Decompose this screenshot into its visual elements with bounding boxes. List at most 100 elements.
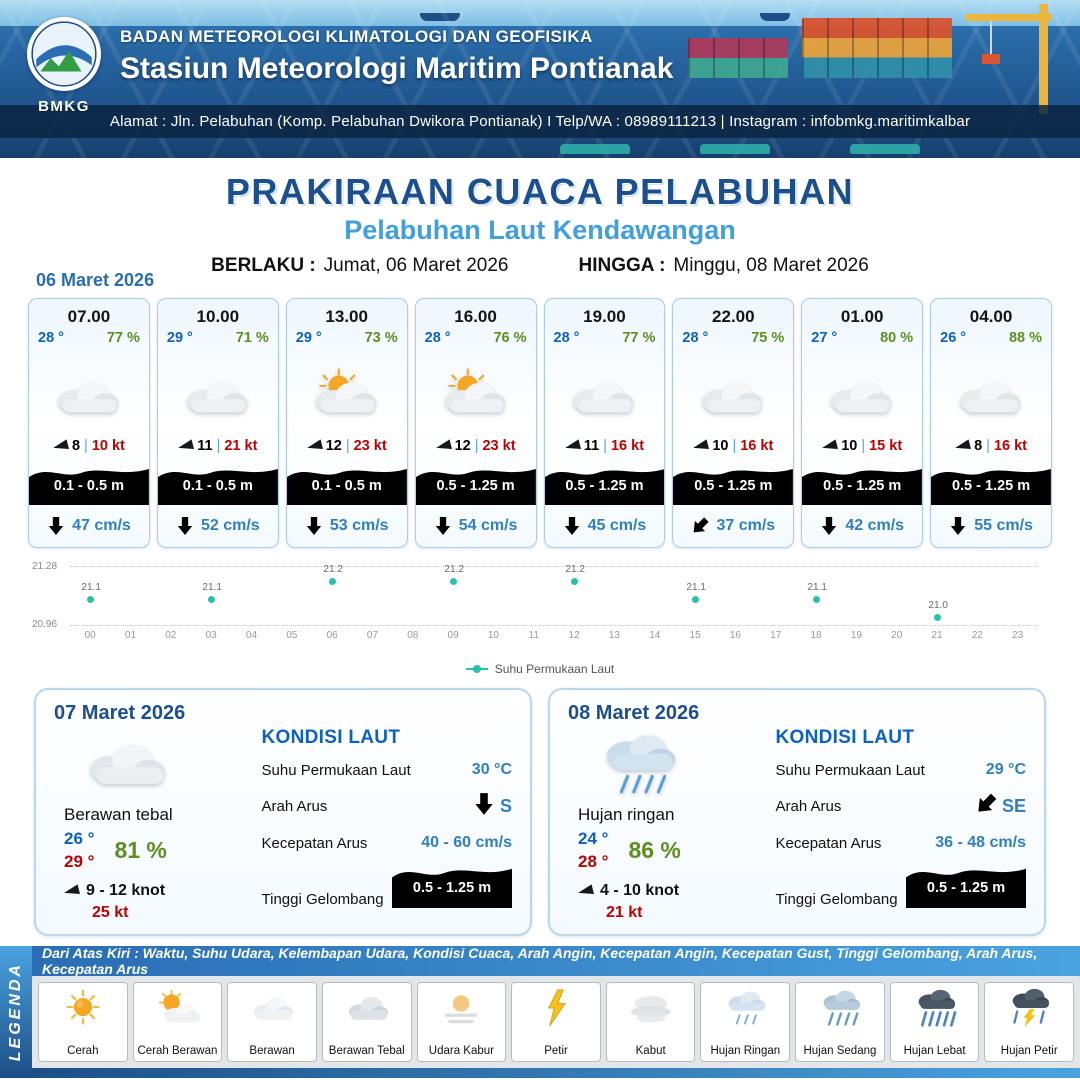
sst-dot-icon [86,596,94,604]
wind-row: 12 | 23 kt [416,438,536,461]
legend-section: LEGENDA Dari Atas Kiri : Waktu, Suhu Uda… [0,945,1080,1078]
petir-icon [548,989,566,1027]
separator: | [474,438,479,454]
legend-item: Berawan Tebal [321,982,412,1062]
sst-x-tick: 13 [608,630,620,641]
header: BMKG BADAN METEOROLOGI KLIMATOLOGI DAN G… [0,0,1080,158]
sst-x-tick: 02 [165,630,177,641]
humidity: 73 % [364,330,398,346]
cloudy-thick-icon [64,727,256,804]
sst-x-tick: 05 [286,630,298,641]
daily-gust: 25 kt [92,903,129,921]
sst-x-tick: 03 [205,630,217,641]
gust-speed: 15 kt [869,438,903,454]
sst-plot-area: 21.1 21.1 21.2 21.2 21.2 21.1 21.1 21.0 [70,563,1038,626]
wave-height-band: 0.5 - 1.25 m [415,461,536,505]
legend-note-bar: Dari Atas Kiri : Waktu, Suhu Udara, Kele… [32,945,1080,977]
wave-height-band: 0.5 - 1.25 m [673,461,794,505]
current-direction-value: SE [1001,796,1026,816]
sst-x-tick: 16 [729,630,741,641]
wind-speed: 12 [454,438,471,454]
sst-data-label: 21.2 [565,563,585,575]
legend-item: Cerah [38,982,128,1062]
bmkg-logo-icon [27,17,101,91]
wave-height-band: 0.5 - 1.25 m [802,461,923,505]
current-direction-label: Arah Arus [775,798,842,815]
humidity: 77 % [106,330,140,346]
current-speed: 42 cm/s [845,517,905,534]
hujan-sedang-icon [823,990,860,1026]
wave-height-band: 0.1 - 0.5 m [29,461,149,505]
sst-x-tick: 10 [487,630,499,641]
legend-item: Petir [511,982,601,1062]
separator: | [84,438,88,454]
separator: | [216,438,221,454]
legend-title: LEGENDA [7,962,24,1062]
wave-height: 0.5 - 1.25 m [436,478,515,494]
separator: | [345,438,350,454]
wave-height: 0.5 - 1.25 m [823,478,902,494]
current-speed: 54 cm/s [458,517,518,534]
sst-data-label: 21.2 [323,563,343,575]
wind-speed: 8 [71,438,81,454]
max-temperature: 28 ° [578,851,609,871]
min-temperature: 24 ° [578,829,609,848]
sst-x-tick: 14 [649,630,661,641]
address-bar: Alamat : Jln. Pelabuhan (Komp. Pelabuhan… [0,105,1080,138]
current-row: 52 cm/s [158,505,278,547]
sst-x-tick: 18 [810,630,822,641]
current-speed: 52 cm/s [200,517,260,534]
cloudy-icon [802,346,922,438]
wave-height-value: 0.5 - 1.25 m [926,880,1006,896]
sst-dot-icon [691,596,699,604]
sst-data-label: 21.1 [686,581,706,593]
daily-date: 07 Maret 2026 [54,702,186,724]
daily-condition: Hujan ringan [578,805,675,824]
sst-x-tick: 22 [971,630,983,641]
cloudy-icon [673,346,793,438]
address-text: Alamat : Jln. Pelabuhan (Komp. Pelabuhan… [109,113,971,130]
wind-direction-icon [692,439,710,453]
forecast-time: 04.00 [969,307,1013,326]
sst-x-tick: 21 [931,630,943,641]
sst-x-tick: 15 [689,630,701,641]
wave-height-band: 0.1 - 0.5 m [286,461,407,505]
current-row: 37 cm/s [673,505,793,547]
forecast-time: 10.00 [196,307,240,326]
sst-x-tick: 06 [326,630,338,641]
current-direction-icon [688,514,712,538]
legend-item-label: Kabut [635,1045,666,1057]
sst-dot-icon [328,578,336,585]
wave-height: 0.5 - 1.25 m [565,478,644,494]
current-direction-icon [949,515,967,537]
wind-speed: 11 [583,438,600,454]
daily-humidity: 81 % [114,837,167,864]
legend-item: Hujan Petir [984,982,1075,1062]
legend-item: Cerah Berawan [132,982,223,1062]
legend-item-label: Cerah Berawan [137,1045,218,1057]
legend-item: Hujan Ringan [700,982,791,1062]
sst-dot-icon [449,578,457,585]
sst-dot-icon [933,614,941,622]
forecast-date: 06 Maret 2026 [36,270,155,290]
sst-x-tick: 19 [850,630,862,641]
forecast-time: 19.00 [583,307,626,326]
wave-height-label: Tinggi Gelombang [775,891,898,908]
sst-x-tick: 04 [245,630,258,641]
daily-card: 07 Maret 2026 Berawan tebal 26 ° 29 ° [34,688,532,936]
wind-direction-icon [177,439,195,453]
sst-x-tick: 08 [407,630,419,641]
forecast-card: 10.00 29 ° 71 % 11 | 21 kt 0.1 - 0.5 m 52 c… [156,298,279,548]
current-speed-value: 40 - 60 cm/s [421,834,512,851]
daily-wind: 4 - 10 knot [600,881,680,899]
daily-condition: Berawan tebal [64,805,173,824]
legend-item: Hujan Lebat [889,982,980,1062]
sst-data-label: 21.2 [444,563,464,575]
legend-item: Hujan Sedang [795,982,885,1062]
sea-condition-title: KONDISI LAUT [775,727,915,748]
y-axis-max-label: 21.28 [32,561,58,572]
daily-card: 08 Maret 2026 [548,688,1046,936]
hujan-petir-icon [1012,988,1050,1028]
min-temperature: 26 ° [64,829,95,848]
sst-x-tick: 09 [447,630,459,641]
